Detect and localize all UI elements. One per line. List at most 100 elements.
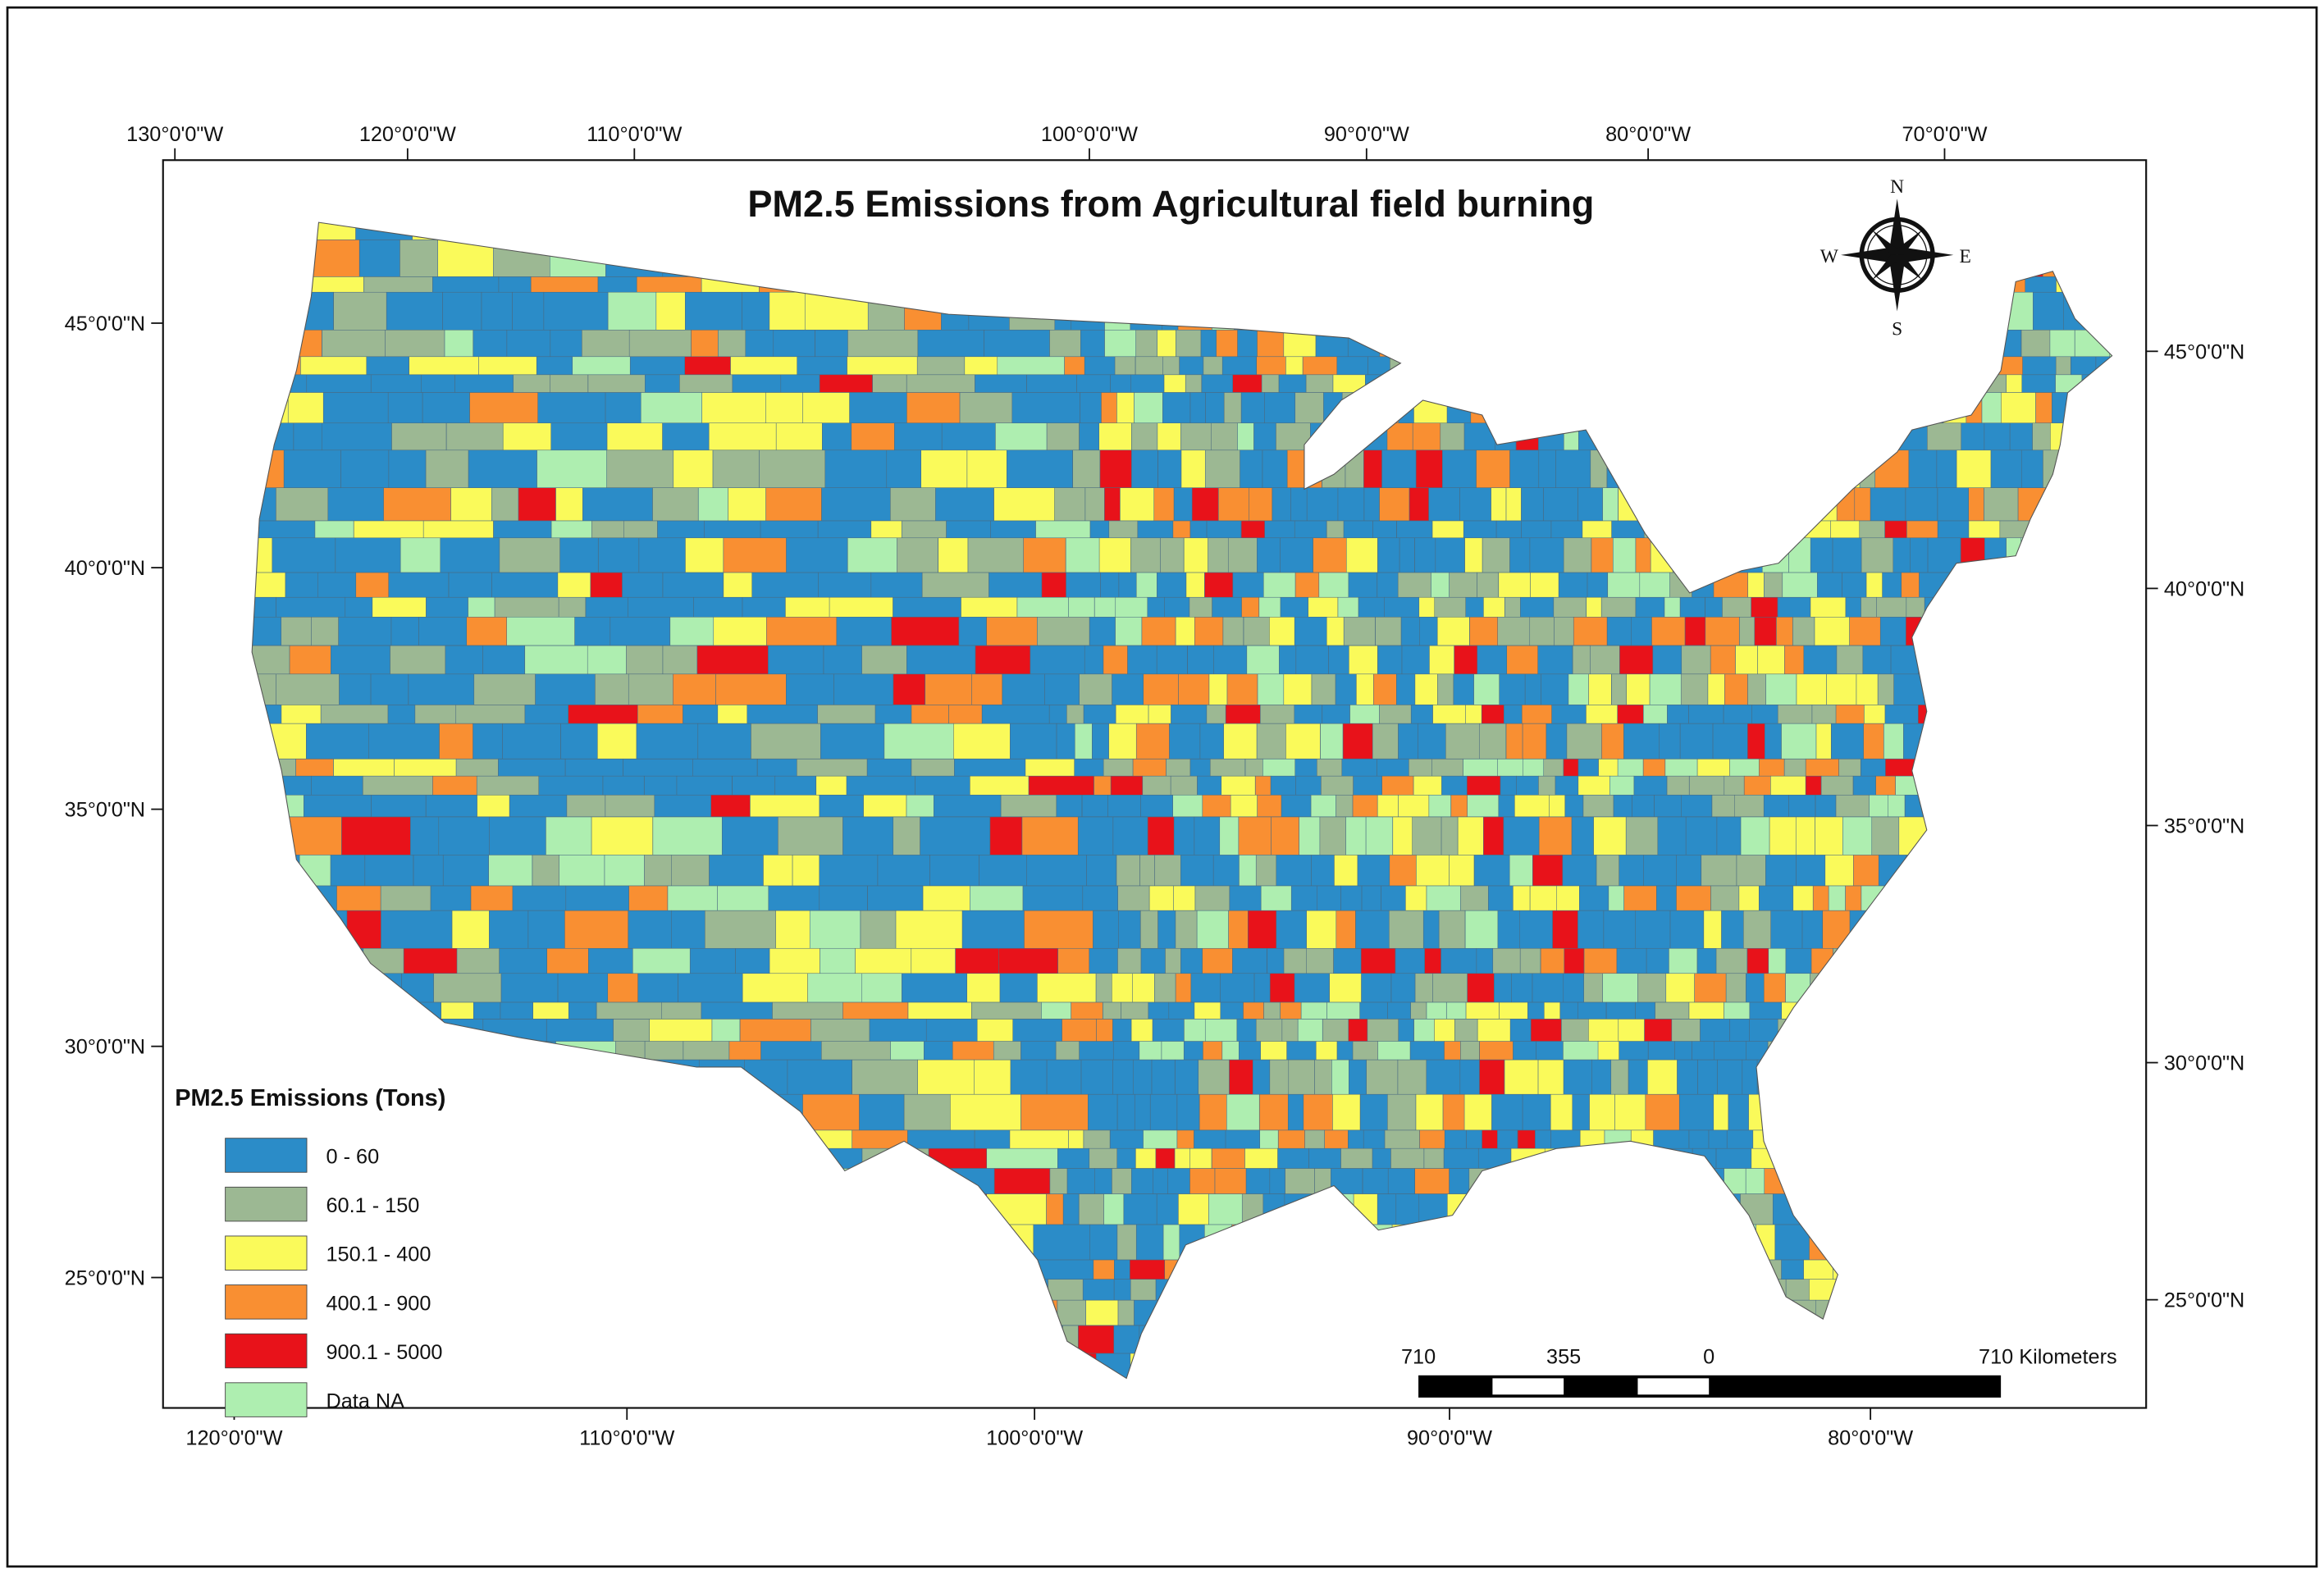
county — [874, 705, 912, 724]
county — [1341, 759, 1377, 777]
county — [1278, 374, 1307, 393]
county — [1541, 673, 1569, 705]
county — [1373, 673, 1397, 705]
county — [1710, 645, 1736, 675]
county — [1503, 816, 1540, 855]
legend-swatch — [225, 1382, 308, 1417]
county — [1336, 356, 1368, 376]
county — [1299, 816, 1321, 855]
county — [276, 673, 340, 705]
county — [1796, 673, 1827, 705]
county — [1116, 1224, 1137, 1261]
county — [321, 422, 392, 451]
county — [1409, 759, 1432, 777]
county — [1044, 673, 1080, 705]
county — [1349, 705, 1380, 724]
county — [792, 855, 820, 887]
legend-title: PM2.5 Emissions (Tons) — [175, 1085, 445, 1111]
county — [1377, 572, 1399, 598]
county — [498, 276, 532, 293]
county — [842, 816, 894, 855]
county — [1815, 723, 1832, 760]
county — [559, 537, 599, 573]
county — [1477, 572, 1499, 598]
county — [1747, 572, 1765, 598]
county — [698, 487, 728, 522]
county — [1056, 794, 1083, 818]
county — [1412, 422, 1441, 451]
county — [824, 449, 888, 488]
county — [1011, 392, 1080, 424]
county — [1208, 537, 1229, 573]
county — [1094, 1168, 1112, 1194]
county — [470, 885, 514, 911]
compass-west-label: W — [1820, 246, 1839, 267]
county — [1577, 910, 1605, 949]
county — [756, 759, 797, 777]
county — [1680, 673, 1709, 705]
county — [1442, 449, 1477, 488]
county — [1466, 1129, 1482, 1149]
county — [1884, 520, 1907, 539]
county — [1577, 759, 1599, 777]
county — [473, 723, 503, 760]
county — [847, 537, 897, 573]
county — [1255, 1019, 1283, 1042]
county — [1180, 947, 1203, 974]
county — [1815, 816, 1843, 855]
county — [1103, 1001, 1121, 1020]
county — [1549, 794, 1566, 818]
county — [1294, 973, 1330, 1003]
county — [1763, 794, 1789, 818]
county — [500, 1001, 533, 1020]
county — [1065, 537, 1100, 573]
county — [1715, 1147, 1752, 1169]
county — [2021, 374, 2056, 393]
longitude-label: 100°0'0"W — [986, 1427, 1083, 1450]
county — [1112, 816, 1148, 855]
county — [1865, 572, 1883, 598]
county — [676, 775, 733, 796]
county — [667, 885, 718, 911]
county — [1467, 794, 1500, 818]
county — [906, 392, 961, 424]
county — [1815, 794, 1837, 818]
county — [1667, 705, 1689, 724]
county — [565, 885, 629, 911]
county — [1232, 374, 1262, 393]
county — [1379, 487, 1410, 522]
county — [1505, 723, 1523, 760]
county — [765, 487, 822, 522]
county — [489, 816, 546, 855]
county — [1473, 855, 1510, 887]
county — [1030, 645, 1085, 675]
county — [1519, 947, 1541, 974]
legend-item: 150.1 - 400 — [225, 1235, 431, 1271]
county — [1172, 520, 1191, 539]
county — [1654, 794, 1682, 818]
county — [1066, 572, 1101, 598]
county — [1564, 794, 1584, 818]
county — [732, 775, 776, 796]
county — [966, 449, 1007, 488]
county — [1203, 1041, 1223, 1061]
county — [311, 775, 363, 796]
county — [1216, 330, 1238, 358]
county — [560, 723, 598, 760]
county — [1204, 572, 1234, 598]
county — [1366, 1059, 1399, 1095]
county — [1236, 1019, 1257, 1042]
county — [1134, 1093, 1151, 1131]
county — [1852, 775, 1876, 796]
county — [1317, 885, 1341, 911]
county — [341, 816, 411, 855]
county — [810, 1019, 870, 1042]
compass-north-label: N — [1890, 176, 1904, 198]
county — [1315, 1041, 1338, 1061]
county — [1467, 775, 1501, 796]
county — [1688, 1129, 1710, 1149]
county — [1024, 910, 1094, 949]
county — [981, 705, 1050, 724]
county — [1356, 673, 1374, 705]
county — [1083, 1129, 1111, 1149]
